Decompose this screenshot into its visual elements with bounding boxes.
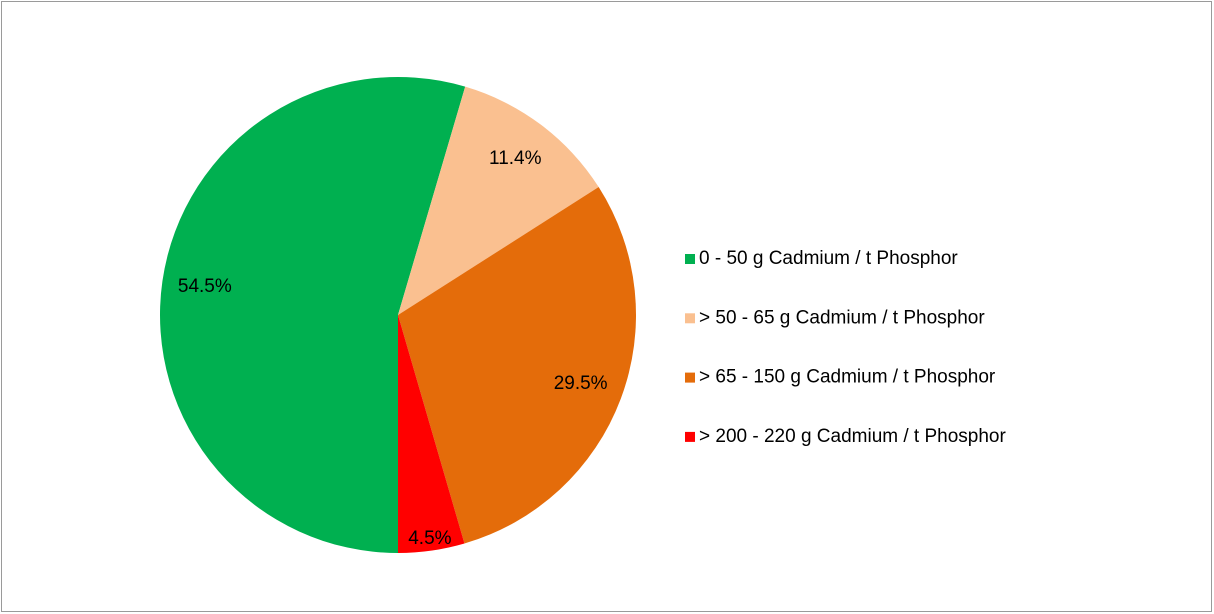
pie-slice [398, 187, 636, 544]
pie-slice [398, 86, 599, 315]
pie-slice [160, 77, 466, 554]
legend-marker [685, 372, 695, 383]
pie-slice [398, 315, 465, 553]
legend-label: > 65 - 150 g Cadmium / t Phosphor [699, 367, 996, 388]
data-label: 11.4% [489, 148, 542, 169]
legend-label: > 200 - 220 g Cadmium / t Phosphor [699, 426, 1006, 447]
legend-marker [685, 431, 695, 442]
legend-marker [685, 254, 695, 264]
legend-marker [685, 313, 695, 324]
legend-label: > 50 - 65 g Cadmium / t Phosphor [699, 307, 985, 328]
data-label: 4.5% [408, 528, 451, 549]
data-label: 29.5% [554, 373, 608, 394]
legend-label: 0 - 50 g Cadmium / t Phosphor [699, 248, 958, 269]
data-label: 54.5% [178, 276, 232, 297]
